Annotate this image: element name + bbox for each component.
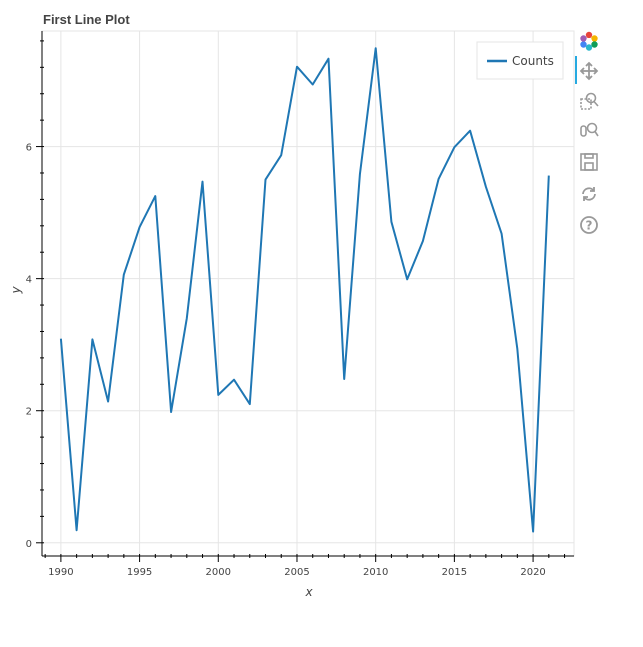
series-lines	[59, 47, 550, 533]
x-tick-label: 2010	[363, 567, 388, 578]
save-icon[interactable]	[578, 151, 600, 173]
axis-labels: First Line Plot x y	[9, 12, 313, 599]
y-tick-label: 4	[26, 275, 32, 286]
y-axis-label: y	[9, 286, 23, 295]
x-tick-label: 1995	[127, 567, 152, 578]
x-tick-label: 2005	[284, 567, 309, 578]
wheel-zoom-icon[interactable]	[578, 120, 600, 142]
grid	[42, 31, 574, 556]
y-tick-label: 2	[26, 407, 32, 418]
reset-icon[interactable]	[578, 183, 600, 205]
svg-text:?: ?	[586, 219, 593, 233]
y-tick-label: 0	[26, 539, 32, 550]
x-tick-label: 2020	[520, 567, 545, 578]
x-axis-label: x	[304, 585, 313, 599]
x-tick-label: 2015	[442, 567, 467, 578]
x-tick-label: 1990	[48, 567, 73, 578]
legend: Counts	[476, 41, 564, 80]
plot-frame	[41, 30, 575, 557]
axes: 1990 1995 2000 2005 2010 2015 2020 0 2 4 6	[26, 31, 574, 578]
help-icon[interactable]: ?	[578, 214, 600, 236]
x-tick-label: 2000	[206, 567, 231, 578]
series-line-0	[59, 47, 550, 533]
pan-icon[interactable]	[578, 60, 600, 82]
box-zoom-icon[interactable]	[578, 90, 600, 112]
bokeh-logo-icon[interactable]	[578, 30, 600, 52]
toolbar: ?	[575, 28, 603, 248]
active-tool-indicator	[575, 56, 577, 84]
chart: 1990 1995 2000 2005 2010 2015 2020 0 2 4 6 First L…	[9, 12, 575, 599]
legend-label: Counts	[512, 54, 554, 68]
y-tick-label: 6	[26, 143, 32, 154]
chart-title: First Line Plot	[43, 12, 130, 27]
